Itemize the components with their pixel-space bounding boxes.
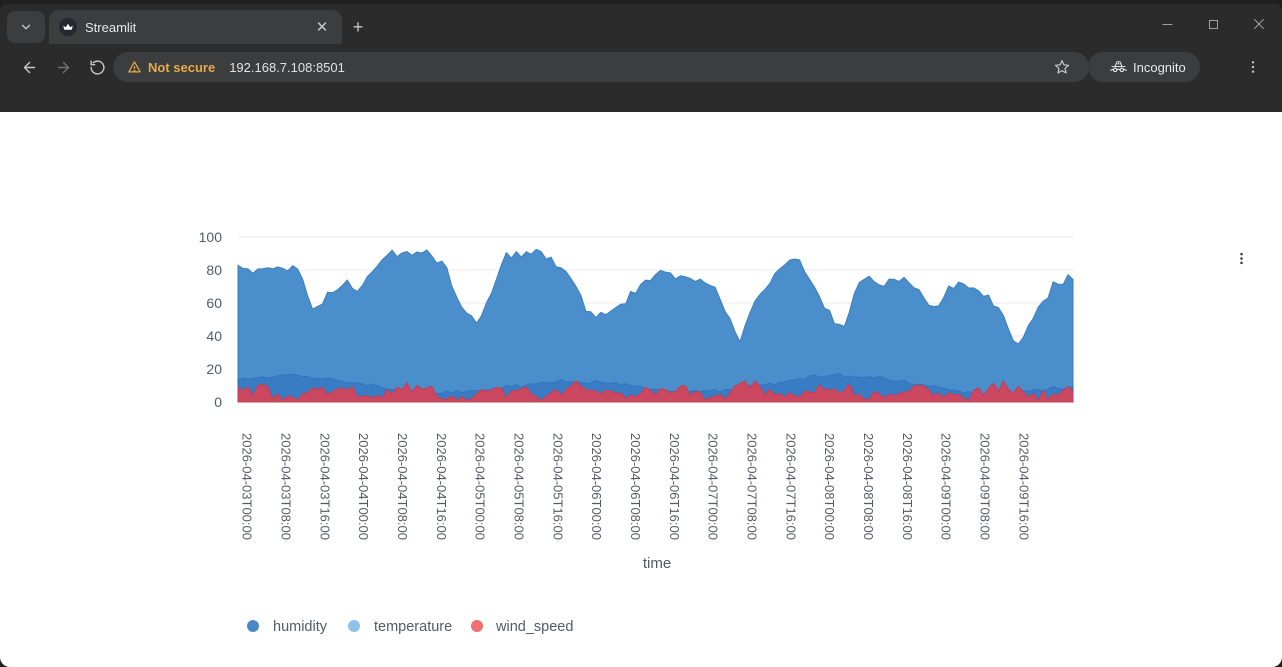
- svg-text:2026-04-04T16:00: 2026-04-04T16:00: [434, 433, 449, 540]
- svg-text:80: 80: [206, 262, 222, 278]
- svg-text:20: 20: [206, 361, 222, 377]
- svg-text:2026-04-08T00:00: 2026-04-08T00:00: [822, 433, 837, 540]
- svg-text:2026-04-03T00:00: 2026-04-03T00:00: [240, 433, 255, 540]
- svg-text:2026-04-06T16:00: 2026-04-06T16:00: [667, 433, 682, 540]
- svg-text:2026-04-06T08:00: 2026-04-06T08:00: [628, 433, 643, 540]
- svg-text:0: 0: [214, 394, 222, 410]
- svg-text:2026-04-07T00:00: 2026-04-07T00:00: [706, 433, 721, 540]
- svg-text:2026-04-03T08:00: 2026-04-03T08:00: [278, 433, 293, 540]
- svg-text:2026-04-05T08:00: 2026-04-05T08:00: [511, 433, 526, 540]
- svg-text:2026-04-05T00:00: 2026-04-05T00:00: [473, 433, 488, 540]
- svg-text:2026-04-04T00:00: 2026-04-04T00:00: [356, 433, 371, 540]
- svg-text:humidity: humidity: [273, 619, 328, 635]
- svg-text:2026-04-08T08:00: 2026-04-08T08:00: [861, 433, 876, 540]
- svg-text:2026-04-03T16:00: 2026-04-03T16:00: [317, 433, 332, 540]
- svg-text:60: 60: [206, 295, 222, 311]
- svg-text:2026-04-05T16:00: 2026-04-05T16:00: [550, 433, 565, 540]
- svg-text:2026-04-07T08:00: 2026-04-07T08:00: [744, 433, 759, 540]
- svg-text:2026-04-06T00:00: 2026-04-06T00:00: [589, 433, 604, 540]
- svg-text:2026-04-04T08:00: 2026-04-04T08:00: [395, 433, 410, 540]
- svg-text:time: time: [643, 555, 671, 572]
- svg-text:2026-04-09T16:00: 2026-04-09T16:00: [1016, 433, 1031, 540]
- svg-text:100: 100: [199, 229, 223, 245]
- svg-text:2026-04-09T00:00: 2026-04-09T00:00: [939, 433, 954, 540]
- svg-text:wind_speed: wind_speed: [495, 619, 573, 635]
- svg-text:2026-04-07T16:00: 2026-04-07T16:00: [783, 433, 798, 540]
- svg-text:2026-04-08T16:00: 2026-04-08T16:00: [900, 433, 915, 540]
- svg-text:2026-04-09T08:00: 2026-04-09T08:00: [977, 433, 992, 540]
- svg-text:temperature: temperature: [374, 619, 452, 635]
- svg-text:40: 40: [206, 328, 222, 344]
